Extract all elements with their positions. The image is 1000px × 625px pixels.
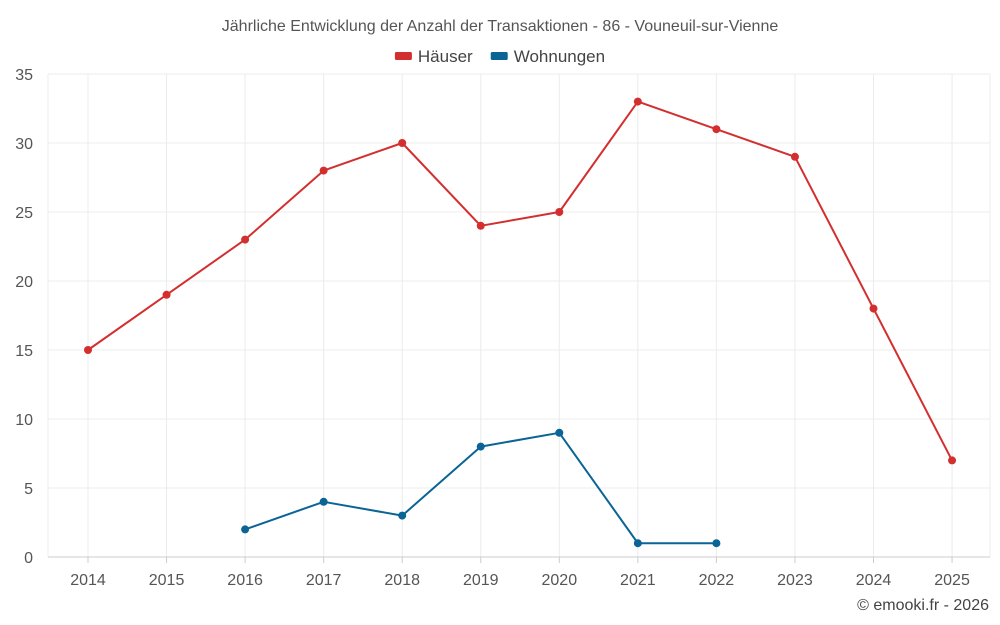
y-tick-label: 30: [15, 136, 33, 153]
legend-swatch: [490, 52, 508, 60]
x-tick-label: 2022: [699, 572, 735, 589]
data-point[interactable]: [476, 221, 485, 230]
y-tick-label: 20: [15, 274, 33, 291]
data-point[interactable]: [869, 304, 878, 313]
data-point[interactable]: [555, 208, 564, 216]
grid: [47, 73, 991, 558]
data-point[interactable]: [476, 442, 485, 451]
x-tick-label: 2023: [777, 572, 813, 589]
data-point[interactable]: [319, 166, 328, 175]
y-tick-label: 35: [15, 67, 33, 84]
y-tick-label: 5: [24, 481, 33, 498]
data-point[interactable]: [319, 497, 328, 506]
series-0: [84, 97, 957, 465]
x-tick-label: 2018: [384, 572, 420, 589]
legend-item-1[interactable]: Wohnungen: [490, 47, 605, 66]
legend-item-0[interactable]: Häuser: [394, 47, 473, 66]
data-point[interactable]: [948, 456, 957, 465]
data-point[interactable]: [790, 152, 799, 161]
credit-text: © emooki.fr - 2026: [857, 597, 989, 614]
x-axis: 2014 2015 2016 2017 2018 2019 2020 2021 2022 2023…: [48, 556, 990, 589]
data-point[interactable]: [398, 139, 407, 147]
data-point[interactable]: [241, 235, 250, 244]
data-point[interactable]: [633, 539, 642, 548]
x-tick-label: 2025: [934, 572, 970, 589]
x-tick-label: 2024: [856, 572, 892, 589]
y-tick-label: 0: [24, 550, 33, 567]
series-1: [241, 428, 721, 548]
data-point[interactable]: [241, 525, 250, 534]
data-point[interactable]: [398, 511, 407, 520]
data-point[interactable]: [712, 125, 721, 134]
data-point[interactable]: [84, 346, 92, 354]
y-tick-label: 25: [15, 205, 33, 222]
data-point[interactable]: [162, 290, 171, 299]
x-tick-label: 2020: [542, 572, 578, 589]
data-point[interactable]: [633, 97, 642, 106]
x-tick-label: 2015: [149, 572, 185, 589]
legend-label: Häuser: [418, 47, 473, 66]
series-line: [87, 100, 953, 461]
series-layer: [84, 97, 957, 548]
x-tick-label: 2017: [306, 572, 342, 589]
y-tick-label: 15: [15, 343, 33, 360]
y-tick-label: 10: [15, 412, 33, 429]
legend: Häuser Wohnungen: [394, 47, 605, 66]
y-axis: 0 5 10 15 20 25 30 35: [15, 67, 33, 567]
data-point[interactable]: [555, 428, 564, 437]
x-tick-label: 2019: [463, 572, 499, 589]
x-tick-label: 2021: [620, 572, 656, 589]
x-tick-label: 2014: [70, 572, 106, 589]
legend-swatch: [394, 52, 412, 60]
legend-label: Wohnungen: [514, 47, 605, 66]
chart-title: Jährliche Entwicklung der Anzahl der Tra…: [222, 18, 779, 35]
data-point[interactable]: [712, 539, 721, 548]
x-tick-label: 2016: [227, 572, 263, 589]
